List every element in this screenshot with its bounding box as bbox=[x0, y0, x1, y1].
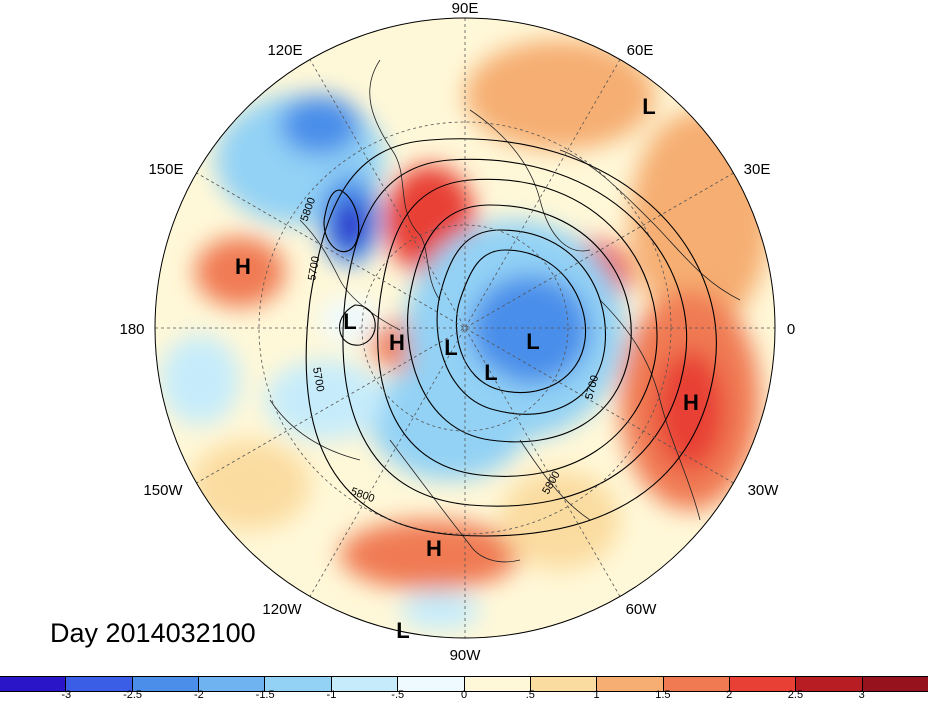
lon-label-60e: 60E bbox=[627, 42, 654, 59]
lon-label-60w: 60W bbox=[626, 601, 658, 618]
pressure-centers: L H L H L L L H H L bbox=[235, 94, 699, 643]
lon-label-90e: 90E bbox=[452, 0, 479, 17]
colorbar bbox=[0, 676, 928, 692]
polar-stereographic-map: 90E 60E 30E 0 30W 60W 90W 120W 150W 180 … bbox=[119, 0, 795, 664]
colorbar-segment bbox=[0, 677, 67, 691]
low-center-label: L bbox=[484, 360, 497, 385]
colorbar-segment bbox=[464, 677, 531, 691]
colorbar-segment bbox=[862, 677, 928, 691]
graticule bbox=[155, 18, 775, 638]
lon-label-30w: 30W bbox=[748, 482, 780, 499]
colorbar-segment bbox=[265, 677, 332, 691]
colorbar-tick-label: 0 bbox=[460, 689, 468, 701]
colorbar-segment bbox=[398, 677, 465, 691]
colorbar-tick-label: -1 bbox=[326, 689, 337, 701]
colorbar-segment bbox=[132, 677, 200, 691]
high-center-label: H bbox=[235, 254, 251, 279]
contour-label: 5700 bbox=[306, 255, 322, 281]
lon-label-180: 180 bbox=[119, 321, 144, 338]
coastlines bbox=[269, 59, 741, 563]
contour-label: 5700 bbox=[310, 366, 326, 392]
colorbar-segment bbox=[199, 677, 266, 691]
low-center-label: L bbox=[526, 329, 539, 354]
low-center-label: L bbox=[642, 94, 655, 119]
colorbar-segment bbox=[597, 677, 664, 691]
lon-label-0: 0 bbox=[787, 321, 795, 338]
longitude-labels: 90E 60E 30E 0 30W 60W 90W 120W 150W 180 … bbox=[119, 0, 795, 664]
colorbar-segment bbox=[66, 677, 133, 691]
low-center-label: L bbox=[343, 309, 356, 334]
colorbar-segment bbox=[530, 677, 598, 691]
colorbar-segment bbox=[796, 677, 863, 691]
low-center-label: L bbox=[396, 618, 409, 643]
high-center-label: H bbox=[389, 330, 405, 355]
anomaly-shading bbox=[155, 18, 775, 638]
colorbar-tick-label: 2 bbox=[726, 689, 733, 701]
colorbar-tick-label: .5 bbox=[525, 689, 535, 701]
map-boundary bbox=[154, 17, 776, 639]
colorbar-tick-label: -.5 bbox=[391, 689, 405, 701]
colorbar-segment bbox=[729, 677, 797, 691]
colorbar-tick-label: 2.5 bbox=[787, 689, 804, 701]
colorbar-tick-label: 1.5 bbox=[655, 689, 671, 701]
high-center-label: H bbox=[426, 536, 442, 561]
lon-label-120w: 120W bbox=[262, 601, 302, 618]
colorbar-ticks: -3 -2.5 -2 -1.5 -1 -.5 0 .5 1 1.5 2 2.5 3 bbox=[0, 689, 928, 702]
high-center-label: H bbox=[683, 390, 699, 415]
colorbar-tick-label: -1.5 bbox=[255, 689, 275, 701]
lon-label-90w: 90W bbox=[450, 647, 482, 664]
colorbar-segment bbox=[663, 677, 730, 691]
colorbar-tick-label: -3 bbox=[61, 689, 72, 701]
colorbar-tick-label: 1 bbox=[593, 689, 600, 701]
colorbar-tick-label: -2.5 bbox=[123, 689, 143, 701]
colorbar-tick-label: -2 bbox=[193, 689, 204, 701]
lon-label-150w: 150W bbox=[143, 482, 183, 499]
lon-label-120e: 120E bbox=[267, 42, 302, 59]
colorbar-tick-label: 3 bbox=[858, 689, 865, 701]
low-center-label: L bbox=[444, 335, 457, 360]
lon-label-30e: 30E bbox=[744, 161, 771, 178]
height-contours bbox=[305, 138, 717, 537]
day-label: Day 2014032100 bbox=[50, 618, 256, 648]
lon-label-150e: 150E bbox=[148, 161, 183, 178]
colorbar-segment bbox=[331, 677, 399, 691]
